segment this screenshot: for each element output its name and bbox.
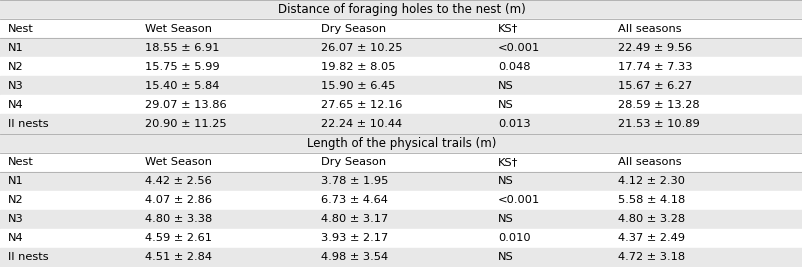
Text: ll nests: ll nests xyxy=(8,119,49,129)
Text: KS†: KS† xyxy=(497,157,517,167)
Text: NS: NS xyxy=(497,214,513,224)
Bar xyxy=(0,134,802,152)
Text: Distance of foraging holes to the nest (m): Distance of foraging holes to the nest (… xyxy=(277,3,525,16)
Text: KS†: KS† xyxy=(497,23,517,34)
Bar xyxy=(0,229,802,248)
Text: NS: NS xyxy=(497,100,513,110)
Text: 26.07 ± 10.25: 26.07 ± 10.25 xyxy=(321,43,402,53)
Text: 4.80 ± 3.28: 4.80 ± 3.28 xyxy=(618,214,685,224)
Text: Dry Season: Dry Season xyxy=(321,157,386,167)
Text: N1: N1 xyxy=(8,176,24,186)
Bar xyxy=(0,57,802,76)
Text: NS: NS xyxy=(497,176,513,186)
Text: Length of the physical trails (m): Length of the physical trails (m) xyxy=(306,136,496,150)
Text: 27.65 ± 12.16: 27.65 ± 12.16 xyxy=(321,100,402,110)
Text: 20.90 ± 11.25: 20.90 ± 11.25 xyxy=(144,119,226,129)
Text: 4.37 ± 2.49: 4.37 ± 2.49 xyxy=(618,233,684,244)
Text: All seasons: All seasons xyxy=(618,23,681,34)
Text: 21.53 ± 10.89: 21.53 ± 10.89 xyxy=(618,119,699,129)
Text: 29.07 ± 13.86: 29.07 ± 13.86 xyxy=(144,100,226,110)
Text: 15.67 ± 6.27: 15.67 ± 6.27 xyxy=(618,81,691,91)
Text: 4.42 ± 2.56: 4.42 ± 2.56 xyxy=(144,176,211,186)
Text: 0.013: 0.013 xyxy=(497,119,530,129)
Text: NS: NS xyxy=(497,253,513,262)
Bar xyxy=(0,38,802,57)
Text: 4.59 ± 2.61: 4.59 ± 2.61 xyxy=(144,233,211,244)
Bar xyxy=(0,172,802,191)
Text: N1: N1 xyxy=(8,43,24,53)
Bar xyxy=(0,19,802,38)
Bar xyxy=(0,152,802,172)
Bar xyxy=(0,191,802,210)
Text: 4.07 ± 2.86: 4.07 ± 2.86 xyxy=(144,195,211,205)
Text: N2: N2 xyxy=(8,195,23,205)
Text: Dry Season: Dry Season xyxy=(321,23,386,34)
Text: 3.93 ± 2.17: 3.93 ± 2.17 xyxy=(321,233,388,244)
Text: Nest: Nest xyxy=(8,157,34,167)
Text: 15.40 ± 5.84: 15.40 ± 5.84 xyxy=(144,81,219,91)
Text: 22.24 ± 10.44: 22.24 ± 10.44 xyxy=(321,119,402,129)
Text: 28.59 ± 13.28: 28.59 ± 13.28 xyxy=(618,100,699,110)
Text: 17.74 ± 7.33: 17.74 ± 7.33 xyxy=(618,62,692,72)
Text: Wet Season: Wet Season xyxy=(144,157,211,167)
Text: N2: N2 xyxy=(8,62,23,72)
Text: 22.49 ± 9.56: 22.49 ± 9.56 xyxy=(618,43,691,53)
Text: 19.82 ± 8.05: 19.82 ± 8.05 xyxy=(321,62,395,72)
Text: 15.90 ± 6.45: 15.90 ± 6.45 xyxy=(321,81,395,91)
Text: 0.010: 0.010 xyxy=(497,233,530,244)
Bar xyxy=(0,76,802,95)
Text: Wet Season: Wet Season xyxy=(144,23,211,34)
Bar xyxy=(0,210,802,229)
Text: 18.55 ± 6.91: 18.55 ± 6.91 xyxy=(144,43,219,53)
Text: N3: N3 xyxy=(8,81,24,91)
Text: <0.001: <0.001 xyxy=(497,43,540,53)
Text: 0.048: 0.048 xyxy=(497,62,529,72)
Text: 3.78 ± 1.95: 3.78 ± 1.95 xyxy=(321,176,388,186)
Text: 4.72 ± 3.18: 4.72 ± 3.18 xyxy=(618,253,685,262)
Text: 4.12 ± 2.30: 4.12 ± 2.30 xyxy=(618,176,684,186)
Bar xyxy=(0,115,802,134)
Text: Nest: Nest xyxy=(8,23,34,34)
Text: 4.51 ± 2.84: 4.51 ± 2.84 xyxy=(144,253,211,262)
Text: N4: N4 xyxy=(8,233,23,244)
Bar xyxy=(0,95,802,115)
Text: ll nests: ll nests xyxy=(8,253,49,262)
Text: All seasons: All seasons xyxy=(618,157,681,167)
Text: 5.58 ± 4.18: 5.58 ± 4.18 xyxy=(618,195,685,205)
Text: <0.001: <0.001 xyxy=(497,195,540,205)
Bar xyxy=(0,248,802,267)
Text: 4.80 ± 3.17: 4.80 ± 3.17 xyxy=(321,214,388,224)
Text: N3: N3 xyxy=(8,214,24,224)
Text: 6.73 ± 4.64: 6.73 ± 4.64 xyxy=(321,195,387,205)
Text: 4.80 ± 3.38: 4.80 ± 3.38 xyxy=(144,214,212,224)
Text: N4: N4 xyxy=(8,100,23,110)
Text: NS: NS xyxy=(497,81,513,91)
Bar xyxy=(0,0,802,19)
Text: 15.75 ± 5.99: 15.75 ± 5.99 xyxy=(144,62,219,72)
Text: 4.98 ± 3.54: 4.98 ± 3.54 xyxy=(321,253,388,262)
